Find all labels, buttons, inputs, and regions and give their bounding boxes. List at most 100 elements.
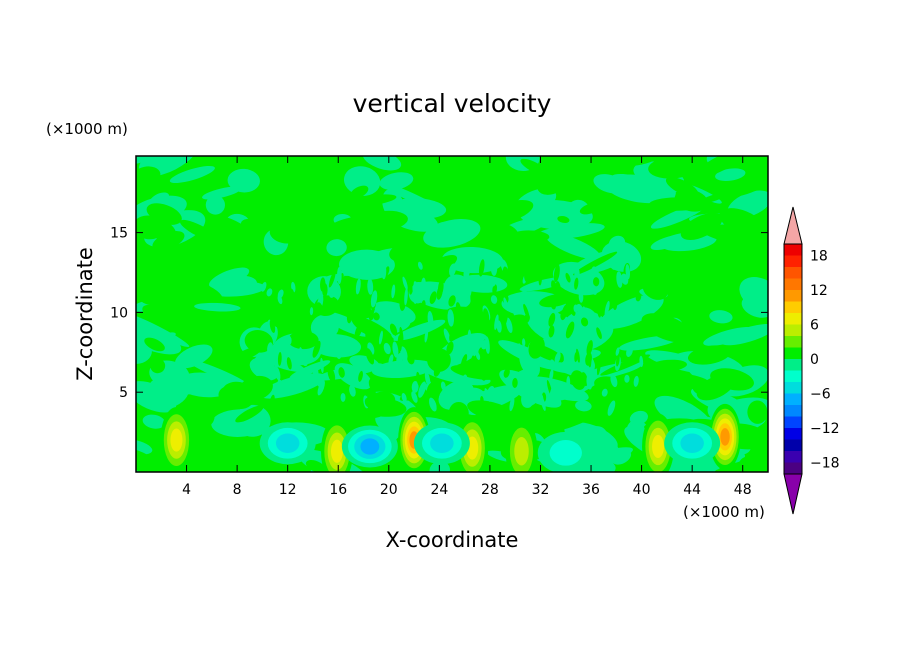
contour-streak (370, 290, 378, 308)
contour-streak (478, 281, 483, 291)
colorbar-bin (784, 336, 802, 348)
x-tick-label: 24 (430, 482, 448, 498)
contour-streak (448, 295, 456, 307)
contour-patch (703, 327, 755, 346)
y-tick-label: 5 (119, 385, 128, 401)
contour-patch (650, 235, 684, 251)
contour-patch (188, 184, 202, 201)
contour-streak (616, 271, 623, 288)
contour-streak (615, 353, 620, 367)
contour-streak (591, 266, 597, 275)
contour-streak (446, 341, 454, 355)
contour-streak (574, 277, 579, 290)
contour-streak (580, 317, 589, 327)
contour-streak (266, 353, 275, 369)
contour-patch (186, 359, 251, 388)
contour-patch (331, 215, 372, 227)
contour-streak (361, 289, 366, 301)
contour-streak (502, 266, 510, 281)
contour-streak (586, 340, 593, 356)
contour-streak (397, 335, 402, 352)
contour-streak (372, 312, 380, 321)
colorbar-tick-label: −6 (810, 387, 831, 403)
contour-streak (556, 330, 563, 340)
contour-patch (235, 405, 264, 423)
contour-streak (320, 277, 326, 292)
x-tick-label: 48 (734, 482, 752, 498)
contour-patch (194, 302, 241, 312)
contour-streak (428, 397, 437, 412)
contour-patch (136, 448, 162, 472)
contour-streak (626, 399, 634, 409)
contour-streak (461, 374, 468, 385)
contour-streak (327, 367, 336, 383)
contour-streak (628, 273, 636, 288)
contour-patch (143, 218, 176, 241)
contour-patch (150, 291, 182, 316)
contour-patch (180, 219, 217, 241)
contour-patch (269, 224, 299, 244)
contour-streak (424, 329, 429, 343)
contour-streak (490, 340, 495, 353)
contour-streak (429, 291, 437, 305)
colorbar-bin (784, 462, 802, 474)
colorbar-bin (784, 278, 802, 290)
contour-streak (404, 287, 408, 306)
contour-patch (282, 161, 331, 177)
contour-patch (389, 241, 421, 262)
contour-streak (277, 352, 282, 366)
contour-streak (587, 353, 592, 368)
contour-patch (475, 233, 502, 247)
contour-streak (573, 304, 579, 313)
contour-streak (639, 355, 644, 368)
contour-streak (505, 377, 511, 390)
updraft-contour (720, 428, 730, 446)
contour-streak (324, 301, 331, 316)
contour-streak (338, 367, 345, 378)
colorbar-frame (783, 243, 803, 475)
contour-streak (420, 277, 426, 296)
y-tick-label: 15 (110, 226, 128, 242)
contour-patch (142, 414, 166, 429)
contour-streak (470, 279, 476, 289)
contour-streak (276, 312, 281, 328)
contour-patch (175, 372, 233, 398)
contour-patch (175, 344, 213, 369)
contour-patch (326, 239, 347, 257)
contour-streak (490, 258, 498, 276)
contour-streak (581, 372, 588, 387)
contour-streak (411, 381, 419, 393)
colorbar: 18 12 6 0 −6 −12 −18 (783, 206, 840, 515)
x-tick-label: 4 (182, 482, 191, 498)
contour-streak (395, 276, 400, 286)
colorbar-tick-label: 0 (810, 352, 819, 368)
contour-streak (512, 377, 518, 388)
contour-streak (449, 263, 457, 277)
contour-streak (491, 353, 498, 363)
contour-streak (593, 277, 600, 287)
contour-streak (383, 342, 391, 355)
contour-streak (440, 270, 446, 282)
contour-patch (251, 340, 297, 370)
contour-streak (618, 349, 622, 363)
contour-patch (722, 178, 768, 198)
contour-streak (392, 341, 399, 358)
contour-streak (572, 335, 579, 345)
contour-patch (343, 166, 381, 196)
contour-patch (218, 385, 254, 410)
contour-patch (528, 403, 545, 426)
contour-streak (477, 357, 485, 373)
contour-patch (252, 166, 280, 181)
contour-streak (349, 384, 356, 397)
contour-streak (346, 309, 353, 324)
contour-streak (368, 378, 377, 392)
contour-streak (635, 293, 642, 302)
contour-streak (601, 388, 608, 397)
contour-patch (593, 174, 626, 194)
contour-streak (447, 309, 455, 327)
colorbar-bin (784, 428, 802, 440)
colorbar-bin (784, 393, 802, 405)
contour-streak (574, 266, 580, 281)
contour-streak (467, 329, 472, 344)
contour-streak (320, 357, 324, 373)
